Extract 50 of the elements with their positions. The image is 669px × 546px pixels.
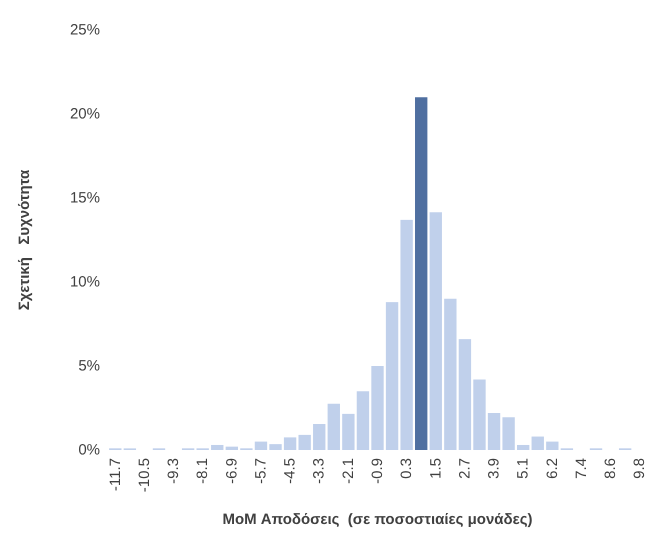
x-tick-label: 7.4	[572, 458, 590, 479]
bar	[473, 379, 486, 450]
bar	[502, 417, 515, 450]
y-tick-label: 10%	[70, 274, 100, 290]
x-tick-label: 8.6	[602, 458, 620, 479]
x-tick-label: 5.1	[514, 458, 532, 479]
bar	[284, 437, 296, 450]
y-tick-label: 20%	[70, 106, 100, 122]
x-axis-title: MoM Αποδόσεις (σε ποσοστιαίες μονάδες)	[222, 511, 533, 528]
bar	[226, 446, 238, 450]
x-tick-label: 1.5	[427, 458, 444, 479]
x-tick-label: 9.8	[631, 458, 648, 479]
bar	[458, 339, 472, 450]
bar	[516, 444, 530, 450]
x-tick-label: -0.9	[369, 458, 386, 484]
bar	[400, 220, 413, 450]
x-tick-label: -4.5	[282, 458, 299, 484]
x-tick-label: -10.5	[136, 458, 153, 492]
bar	[546, 442, 558, 450]
y-tick-label: 25%	[70, 22, 100, 38]
bar	[211, 444, 224, 450]
bar	[313, 424, 326, 450]
bar	[298, 434, 311, 450]
bar	[371, 366, 384, 450]
bar	[488, 413, 500, 450]
bar	[415, 97, 428, 450]
x-tick-label: -5.7	[252, 458, 270, 484]
x-tick-label: -6.9	[223, 458, 240, 484]
y-tick-label: 15%	[70, 190, 100, 206]
bar	[532, 436, 544, 450]
x-tick-label: 3.9	[486, 458, 503, 479]
x-tick-label: -2.1	[340, 458, 357, 484]
bar	[444, 298, 457, 450]
bar	[386, 302, 398, 450]
x-tick-label: -9.3	[165, 458, 182, 484]
x-tick-label: -3.3	[310, 458, 328, 484]
x-tick-label: 0.3	[398, 458, 416, 479]
y-tick-label: 0%	[78, 442, 100, 458]
x-tick-label: 2.7	[456, 458, 474, 479]
bar	[269, 444, 282, 450]
y-tick-label: 5%	[78, 358, 100, 374]
bar	[328, 404, 340, 450]
bar	[430, 212, 442, 450]
y-axis-title: Σχετική Συχνότητα	[16, 169, 33, 310]
x-tick-label: -11.7	[106, 458, 124, 492]
bar	[356, 391, 370, 450]
bar	[254, 442, 268, 450]
x-tick-label: -8.1	[194, 458, 212, 484]
x-tick-label: 6.2	[544, 458, 561, 479]
bar	[342, 414, 355, 450]
